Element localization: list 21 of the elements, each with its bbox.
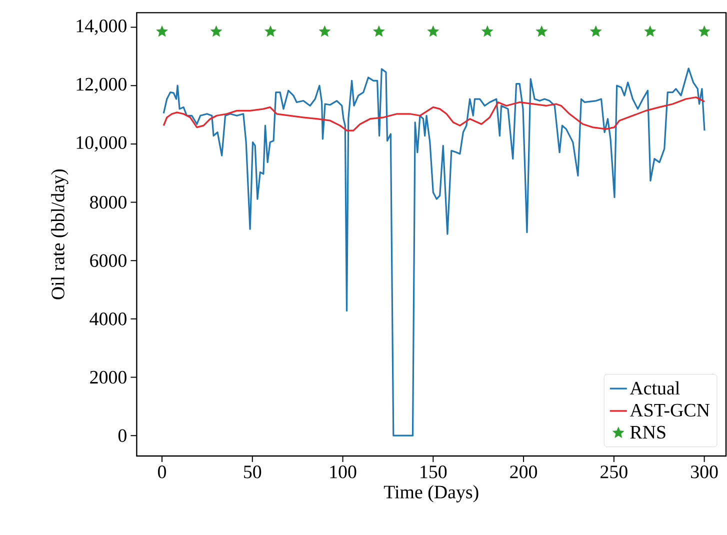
y-tick-label: 0 (118, 429, 126, 442)
x-tick-label: 100 (330, 466, 356, 478)
x-tick-label: 300 (691, 466, 718, 478)
y-tick-label: 4000 (90, 312, 126, 326)
y-tick-label: 2000 (90, 370, 126, 384)
line-series (162, 96, 706, 132)
legend-label: Actual (630, 381, 680, 395)
y-tick-label: 12,000 (76, 78, 126, 94)
y-tick-label: 14,000 (76, 20, 126, 36)
y-tick-label: 6000 (90, 254, 126, 267)
legend-label: AST-GCN (630, 404, 710, 417)
x-tick-label: 200 (510, 466, 538, 478)
x-tick-label: 50 (244, 466, 262, 478)
x-axis-title: Time (Days) (384, 485, 478, 502)
x-tick-label: 150 (420, 466, 447, 478)
legend-label: RNS (630, 426, 666, 439)
y-tick-label: 10,000 (76, 136, 126, 152)
x-tick-label: 250 (600, 466, 628, 478)
x-tick-label: 0 (158, 466, 166, 478)
y-tick-label: 8000 (90, 196, 126, 209)
y-axis-title: Oil rate (bbl/day) (51, 169, 68, 300)
